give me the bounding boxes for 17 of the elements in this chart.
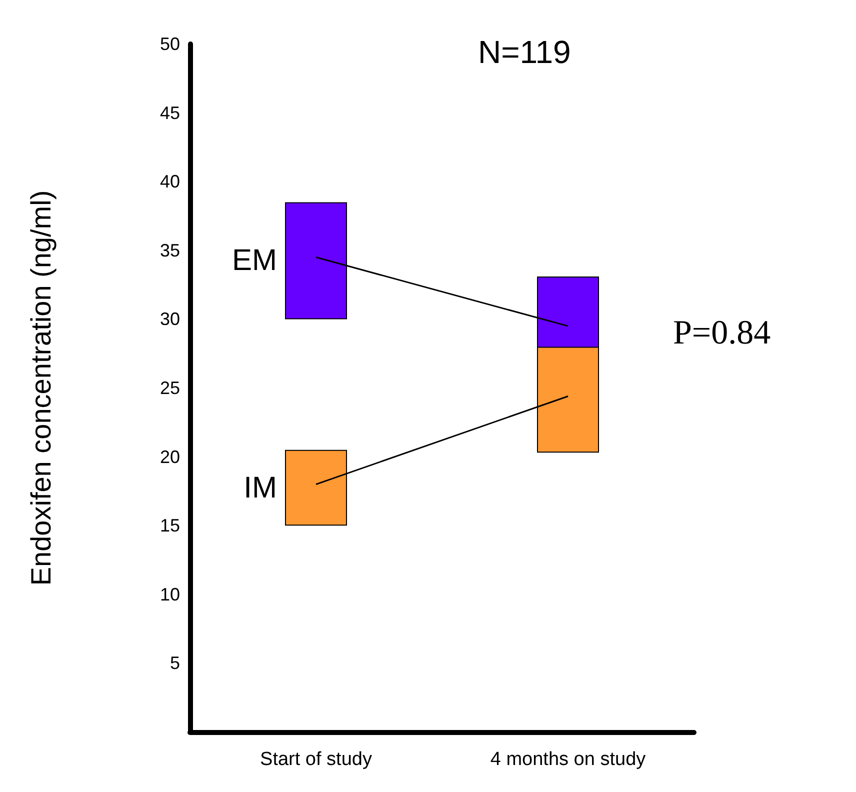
y-tick-label: 35 bbox=[160, 240, 180, 260]
y-tick-label: 10 bbox=[160, 584, 180, 604]
y-tick-label: 15 bbox=[160, 516, 180, 536]
y-tick-label: 5 bbox=[170, 653, 180, 674]
y-tick-label: 25 bbox=[160, 378, 180, 398]
y-tick-label: 50 bbox=[160, 34, 180, 54]
series-label: EM bbox=[232, 244, 277, 278]
series-label: IM bbox=[244, 471, 277, 504]
annotation: N=119 bbox=[478, 34, 571, 70]
annotation: P=0.84 bbox=[673, 314, 771, 352]
x-tick-label: Start of study bbox=[260, 749, 372, 770]
y-tick-label: 40 bbox=[160, 172, 180, 192]
y-tick-label: 20 bbox=[160, 446, 180, 467]
y-tick-label: 45 bbox=[160, 102, 180, 123]
y-tick-label: 30 bbox=[160, 309, 180, 330]
x-tick-label: 4 months on study bbox=[490, 749, 646, 770]
y-axis-title: Endoxifen concentration (ng/ml) bbox=[26, 190, 56, 586]
